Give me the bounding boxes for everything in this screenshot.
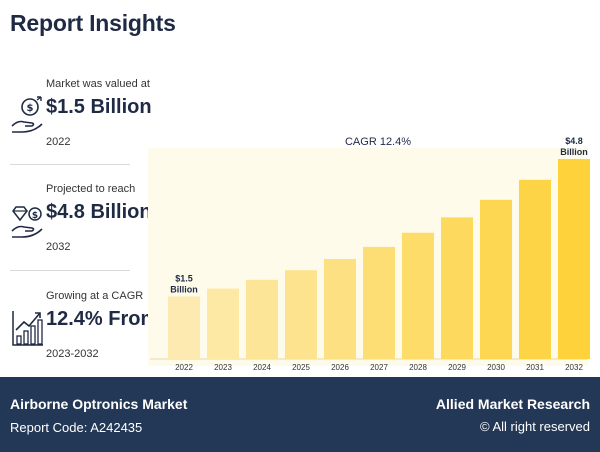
brand-name: Allied Market Research [435,396,590,412]
copyright-text: © All right reserved [479,419,590,434]
growth-chart-icon [12,311,43,346]
x-tick-label: 2030 [487,363,505,372]
bar-2025 [285,270,317,359]
stat-value: $4.8 Billion [46,201,152,223]
money-hand-icon: $ [11,96,43,133]
bar-2028 [402,232,434,359]
stat-value: $1.5 Billion [46,96,152,118]
chart-title: CAGR 12.4% [345,136,411,148]
stat-sub: 2023-2032 [46,348,99,360]
bar-2030 [480,199,512,359]
x-tick-label: 2028 [409,363,427,372]
bar-2026 [324,259,356,359]
stat-sub: 2032 [46,241,71,253]
footer-bar: Airborne Optronics Market Report Code: A… [0,377,600,452]
x-tick-label: 2023 [214,363,232,372]
bar-2024 [246,279,278,359]
stat-label: Projected to reach [46,183,136,195]
x-tick-label: 2025 [292,363,310,372]
data-label: $4.8 [565,136,583,146]
svg-text:$: $ [27,103,34,114]
x-tick-label: 2026 [331,363,349,372]
x-tick-label: 2032 [565,363,583,372]
page-title: Report Insights [10,10,176,36]
market-name: Airborne Optronics Market [10,396,188,412]
stat-value: 12.4% From [46,308,159,330]
bar-2032 [558,159,590,359]
data-label: Billion [170,285,198,295]
bar-2023 [207,288,239,359]
bar-2029 [441,217,473,359]
x-tick-label: 2027 [370,363,388,372]
divider [10,270,130,271]
data-label: Billion [560,147,588,157]
bar-2027 [363,246,395,359]
x-tick-label: 2031 [526,363,544,372]
data-label: $1.5 [175,274,193,284]
x-tick-label: 2029 [448,363,466,372]
bar-2031 [519,179,551,359]
bar-chart: CAGR 12.4% 2022 2023 2024 2025 2026 2027 2028 20… [150,136,590,372]
svg-text:$: $ [32,211,38,221]
stat-sub: 2022 [46,136,71,148]
x-tick-label: 2024 [253,363,271,372]
x-tick-label: 2022 [175,363,193,372]
stat-label: Growing at a CAGR [46,290,144,302]
diamond-hand-icon: $ [11,206,43,238]
stat-label: Market was valued at [46,78,150,90]
bar-2022 [168,296,200,359]
report-code: Report Code: A242435 [10,420,143,435]
divider [10,164,130,165]
